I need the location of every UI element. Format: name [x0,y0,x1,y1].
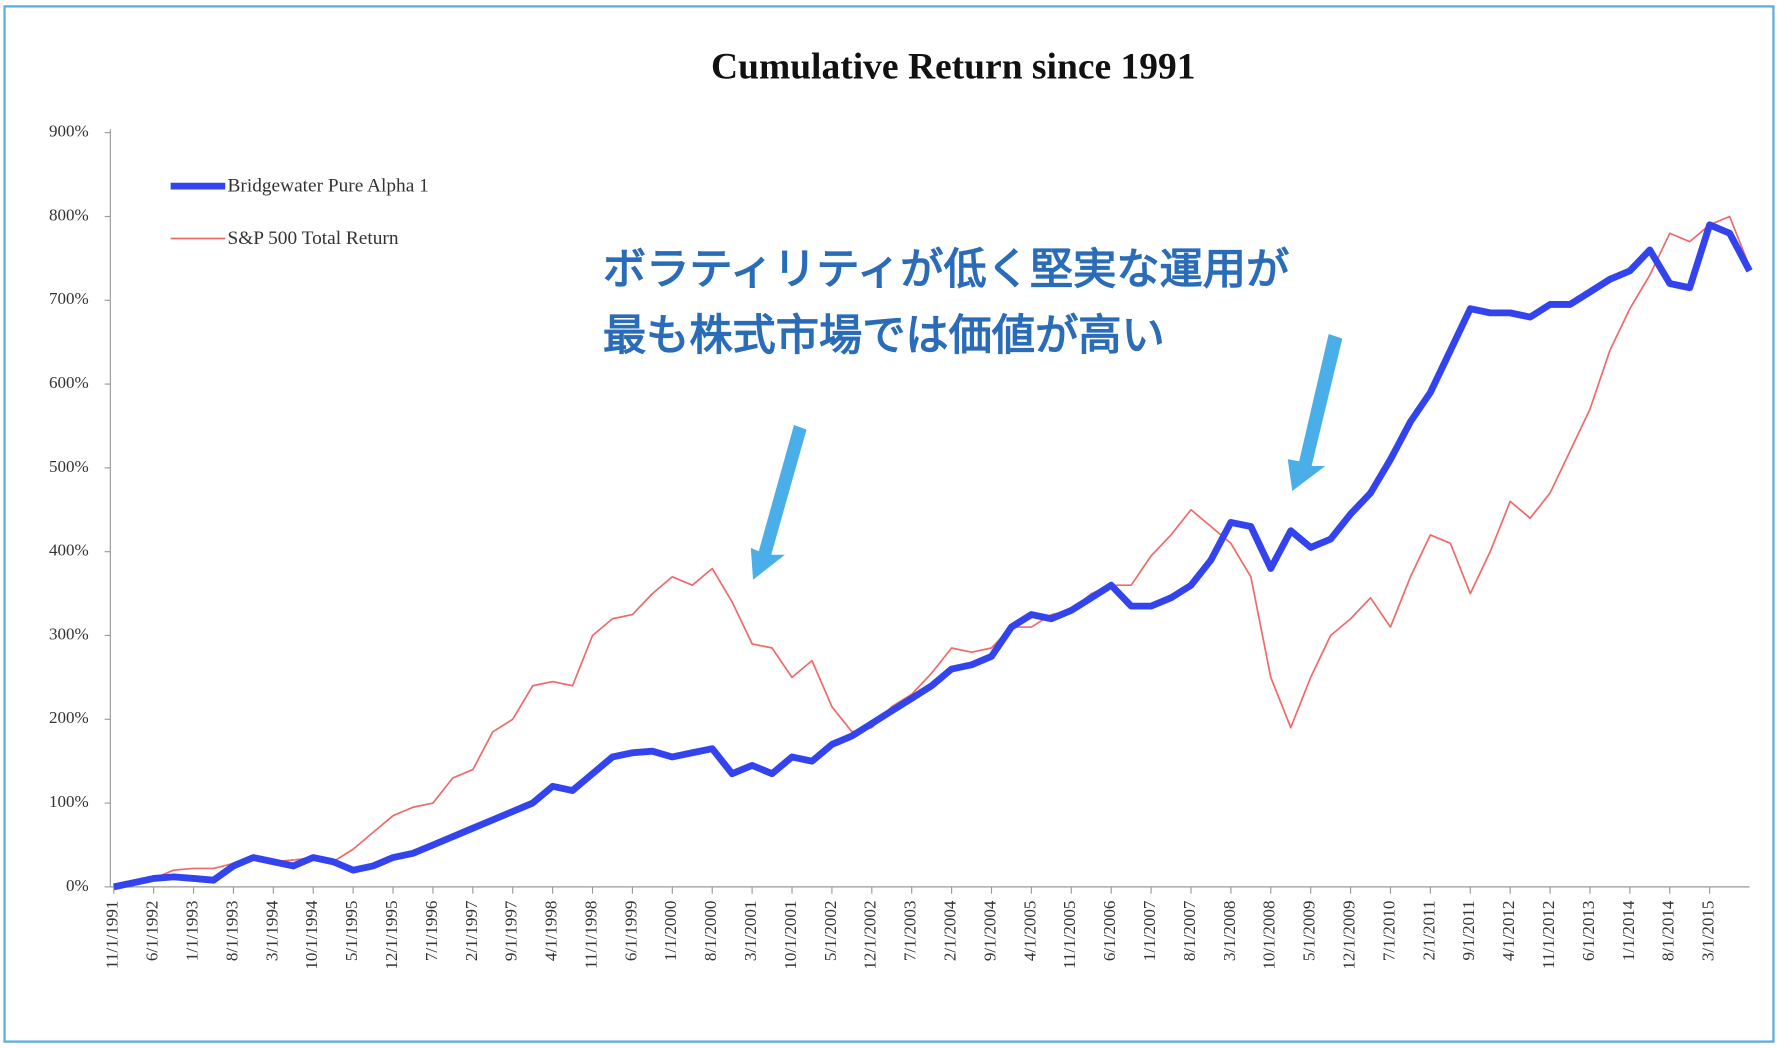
x-tick-label: 6/1/2013 [1579,901,1598,962]
x-tick-label: 12/1/1995 [382,901,401,970]
x-tick-label: 1/1/1993 [182,901,201,962]
x-tick-label: 9/1/1997 [502,900,521,961]
legend-label: Bridgewater Pure Alpha 1 [228,176,429,197]
annotation: ボラティリティが低く堅実な運用が [603,245,1289,295]
y-tick-label: 900% [49,122,89,141]
x-tick-label: 1/1/2000 [661,901,680,962]
x-tick-label: 10/1/2008 [1260,901,1279,970]
x-tick-label: 1/1/2007 [1140,900,1159,961]
series-line [113,215,1751,888]
x-tick-label: 12/1/2002 [861,901,880,970]
x-tick-label: 5/1/1995 [342,901,361,962]
x-tick-label: 6/1/2006 [1100,900,1119,961]
x-tick-label: 4/1/1998 [542,901,561,962]
x-tick-label: 5/1/2009 [1300,901,1319,962]
x-tick-label: 10/1/2001 [781,901,800,970]
x-tick-label: 2/1/2011 [1419,901,1438,961]
x-tick-label: 7/1/2010 [1379,901,1398,962]
x-tick-label: 9/1/2004 [980,900,999,961]
frame [3,5,1775,1043]
x-tick-label: 7/1/1996 [422,900,441,961]
chart-title: Cumulative Return since 1991 [711,47,1196,88]
y-tick-label: 700% [49,289,89,308]
x-tick-label: 8/1/1993 [222,901,241,962]
y-tick-label: 600% [49,373,89,392]
y-tick-label: 200% [49,708,89,727]
y-tick-label: 500% [49,457,89,476]
x-tick-label: 6/1/1999 [621,901,640,962]
y-tick-label: 0% [66,876,89,895]
x-tick-label: 1/1/2014 [1619,900,1638,961]
x-tick-label: 12/1/2009 [1340,901,1359,970]
x-tick-label: 5/1/2002 [821,901,840,962]
x-tick-label: 7/1/2003 [901,901,920,962]
x-tick-label: 11/1/1991 [103,901,122,970]
x-tick-label: 3/1/2015 [1699,901,1718,962]
x-tick-label: 2/1/2004 [941,900,960,961]
arrow [750,425,807,580]
y-tick-label: 400% [49,541,89,560]
y-tick-label: 800% [49,205,89,224]
x-tick-label: 10/1/1994 [302,900,321,970]
series-line [113,221,1753,891]
x-tick-label: 11/1/1998 [581,901,600,970]
plot-area: 0% 100% 200% 300% 400% 500% 600% 700% 800% 900% 11… [49,122,1753,970]
y-tick-label: 100% [49,792,89,811]
arrow [1287,334,1343,492]
x-tick-label: 8/1/2007 [1180,900,1199,961]
x-tick-label: 11/1/2005 [1060,901,1079,970]
x-tick-label: 3/1/1994 [262,900,281,961]
x-tick-label: 8/1/2000 [701,901,720,962]
legend-label: S&P 500 Total Return [228,228,399,249]
x-tick-label: 3/1/2008 [1220,901,1239,962]
x-tick-label: 11/1/2012 [1539,901,1558,970]
x-tick-label: 6/1/1992 [143,901,162,962]
x-tick-label: 4/1/2012 [1499,901,1518,962]
y-tick-label: 300% [49,624,89,643]
x-tick-label: 4/1/2005 [1020,901,1039,962]
x-tick-label: 2/1/1997 [462,900,481,961]
x-tick-label: 8/1/2014 [1659,900,1678,961]
x-tick-label: 3/1/2001 [741,901,760,962]
x-tick-label: 9/1/2011 [1459,901,1478,961]
legend: Bridgewater Pure Alpha 1 S&P 500 Total R… [170,176,429,249]
annotation: 最も株式市場では価値が高い [603,311,1165,361]
